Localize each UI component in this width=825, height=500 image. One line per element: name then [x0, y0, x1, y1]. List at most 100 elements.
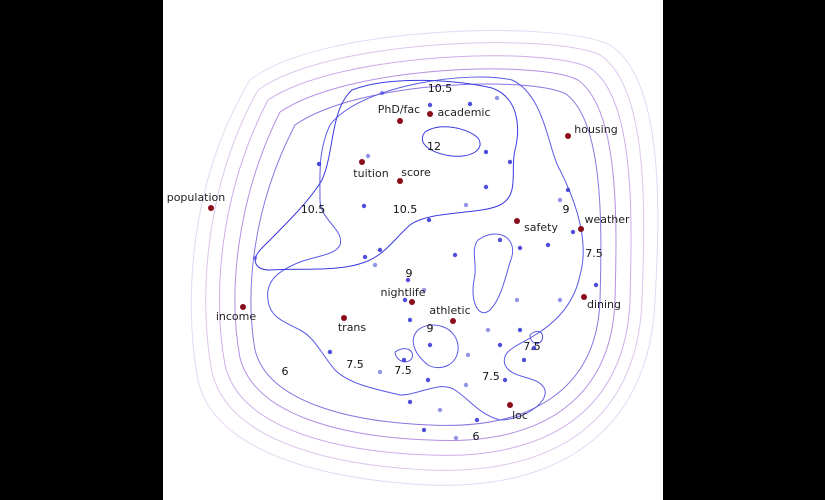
sample-point [316, 161, 322, 167]
sample-point [465, 352, 471, 358]
sample-point [405, 277, 411, 283]
contour-labels: 10.5 12 10.5 10.5 9 7.5 9 9 7.5 7.5 7.5 7.5 6 6 [282, 82, 603, 443]
sample-point [407, 317, 413, 323]
contour-value-label: 10.5 [393, 203, 418, 216]
sample-point [570, 229, 576, 235]
feature-point-tuition [359, 159, 365, 165]
sample-point [377, 369, 383, 375]
feature-label: athletic [429, 304, 470, 317]
contour-value-label: 9 [427, 322, 434, 335]
sample-point [427, 102, 433, 108]
sample-point [517, 245, 523, 251]
sample-point [531, 345, 537, 351]
contour-value-label: 7.5 [482, 370, 500, 383]
plot-area [163, 0, 663, 500]
contour-value-label: 9 [406, 267, 413, 280]
sample-point [327, 349, 333, 355]
sample-point [497, 342, 503, 348]
sample-point [463, 382, 469, 388]
contour-rings [190, 30, 659, 486]
sample-points [252, 90, 599, 441]
sample-point [557, 297, 563, 303]
feature-label: dining [587, 298, 621, 311]
sample-point [565, 187, 571, 193]
contour-value-label: 7.5 [523, 340, 541, 353]
feature-point-academic [427, 111, 433, 117]
contour-value-label: 7.5 [585, 247, 603, 260]
sample-point [467, 101, 473, 107]
contour-value-label: 9 [563, 203, 570, 216]
sample-point [401, 357, 407, 363]
sample-point [252, 255, 258, 261]
feature-point-safety [514, 218, 520, 224]
sample-point [521, 357, 527, 363]
sample-point [365, 153, 371, 159]
contour-loop-a [412, 324, 459, 369]
contour-ring-6b [205, 42, 645, 471]
sample-point [483, 184, 489, 190]
sample-point [427, 342, 433, 348]
feature-label: nightlife [380, 286, 425, 299]
contour-value-label: 6 [473, 430, 480, 443]
feature-label: PhD/fac [378, 103, 420, 116]
sample-point [452, 252, 458, 258]
sample-point [407, 399, 413, 405]
feature-label: population [167, 191, 226, 204]
feature-point-housing [565, 133, 571, 139]
sample-point [545, 242, 551, 248]
contour-ring-8 [250, 83, 602, 426]
feature-point-loc [507, 402, 513, 408]
sample-point [474, 417, 480, 423]
sample-point [379, 90, 385, 96]
contour-inner-9 [267, 76, 584, 421]
sample-point [402, 297, 408, 303]
sample-point [497, 237, 503, 243]
feature-label: score [401, 166, 431, 179]
contour-value-label: 6 [282, 365, 289, 378]
contour-ring-6 [218, 55, 632, 456]
feature-point-weather [578, 226, 584, 232]
feature-label: income [216, 310, 257, 323]
contour-ring-7-5 [234, 68, 617, 442]
sample-point [463, 202, 469, 208]
feature-point-income [240, 304, 246, 310]
feature-point-score [397, 178, 403, 184]
sample-point [437, 407, 443, 413]
sample-point [502, 377, 508, 383]
sample-point [377, 247, 383, 253]
feature-label: academic [437, 106, 490, 119]
sample-point [453, 435, 459, 441]
contour-loop-b [529, 330, 544, 344]
contour-value-label: 12 [427, 140, 441, 153]
contour-value-label: 10.5 [428, 82, 453, 95]
feature-point-trans [341, 315, 347, 321]
sample-point [425, 377, 431, 383]
contour-value-label: 10.5 [301, 203, 326, 216]
contour-loop-d [472, 233, 514, 313]
feature-point-population [208, 205, 214, 211]
contour-small-loops [394, 233, 544, 369]
feature-label: safety [524, 221, 558, 234]
contour-ring-6-outer [190, 30, 659, 486]
contour-inner-12 [422, 126, 481, 157]
sample-point [426, 217, 432, 223]
sample-point [507, 159, 513, 165]
feature-label: loc [512, 409, 528, 422]
sample-point [421, 427, 427, 433]
feature-label: weather [584, 213, 630, 226]
feature-point-nightlife [409, 299, 415, 305]
sample-point [485, 327, 491, 333]
sample-point [494, 95, 500, 101]
feature-label: trans [338, 321, 367, 334]
feature-label: housing [574, 123, 617, 136]
feature-label: tuition [353, 167, 388, 180]
sample-point [362, 254, 368, 260]
sample-point [517, 327, 523, 333]
contour-loop-c [394, 348, 414, 363]
sample-point [483, 149, 489, 155]
contour-inner-10-5 [254, 79, 519, 271]
feature-point-athletic [450, 318, 456, 324]
sample-point [421, 287, 427, 293]
sample-point [593, 282, 599, 288]
sample-point [361, 203, 367, 209]
